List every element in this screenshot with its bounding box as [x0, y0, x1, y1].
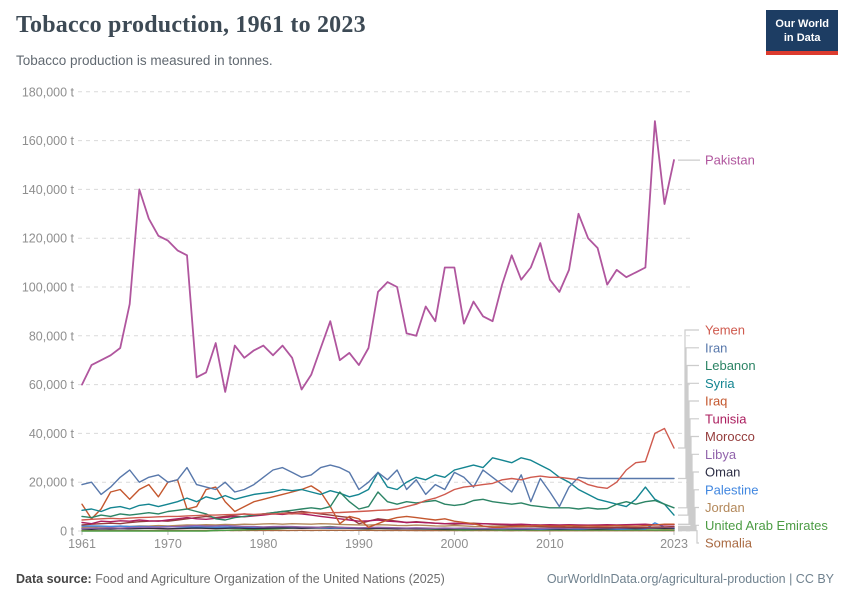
legend-connector-yemen [678, 329, 699, 449]
series-line-iran[interactable] [81, 464, 675, 508]
legend-connector-syria [678, 382, 699, 516]
legend-connector-united-arab-emirates [678, 524, 699, 531]
legend-connector-iran [678, 347, 699, 480]
legend-label-somalia[interactable]: Somalia [705, 536, 753, 551]
chart-subtitle: Tobacco production is measured in tonnes… [16, 53, 273, 68]
legend-label-iraq[interactable]: Iraq [705, 394, 727, 409]
data-source-text: Food and Agriculture Organization of the… [95, 572, 445, 586]
legend-label-palestine[interactable]: Palestine [705, 482, 758, 497]
y-axis-tick-label: 80,000 t [29, 329, 75, 343]
legend-label-united-arab-emirates[interactable]: United Arab Emirates [705, 518, 828, 533]
legend-connector-tunisia [678, 418, 699, 526]
series-line-yemen[interactable] [81, 427, 675, 521]
series-line-pakistan[interactable] [81, 120, 675, 393]
attribution-link[interactable]: OurWorldInData.org/agricultural-producti… [546, 572, 834, 586]
x-axis-tick-label: 2023 [660, 537, 688, 551]
x-axis-tick-label: 1980 [250, 537, 278, 551]
series-line-morocco[interactable] [81, 510, 675, 529]
owid-logo[interactable]: Our World in Data [766, 10, 838, 55]
legend-label-iran[interactable]: Iran [705, 340, 727, 355]
legend-label-jordan[interactable]: Jordan [705, 500, 745, 515]
legend-label-lebanon[interactable]: Lebanon [705, 358, 756, 373]
y-axis-tick-label: 20,000 t [29, 476, 75, 490]
page-title: Tobacco production, 1961 to 2023 [16, 12, 366, 38]
legend-label-libya[interactable]: Libya [705, 447, 737, 462]
legend-label-yemen[interactable]: Yemen [705, 323, 745, 338]
legend-connector-lebanon [678, 364, 699, 509]
data-source-label: Data source: [16, 572, 92, 586]
series-line-iraq[interactable] [81, 479, 675, 528]
y-axis-tick-label: 0 t [60, 525, 74, 539]
series-line-libya[interactable] [81, 524, 675, 530]
legend-label-syria[interactable]: Syria [705, 376, 735, 391]
x-axis-tick-label: 1970 [154, 537, 182, 551]
legend-connector-iraq [678, 400, 699, 525]
series-line-tunisia[interactable] [81, 512, 675, 526]
legend-connector-jordan [678, 506, 699, 530]
x-axis-tick-label: 1990 [345, 537, 373, 551]
legend-label-oman[interactable]: Oman [705, 465, 740, 480]
legend-connector-somalia [678, 530, 699, 544]
legend-connector-morocco [678, 435, 699, 528]
chart-footer: Data source: Food and Agriculture Organi… [16, 572, 834, 586]
series-line-syria[interactable] [81, 457, 675, 516]
legend-connector-libya [678, 453, 699, 528]
x-axis-tick-label: 1961 [68, 537, 96, 551]
y-axis-tick-label: 120,000 t [22, 232, 75, 246]
y-axis-tick-label: 60,000 t [29, 378, 75, 392]
series-line-lebanon[interactable] [81, 491, 675, 521]
y-axis-tick-label: 160,000 t [22, 134, 75, 148]
y-axis-tick-label: 180,000 t [22, 85, 75, 99]
legend-label-morocco[interactable]: Morocco [705, 429, 755, 444]
legend-label-pakistan[interactable]: Pakistan [705, 153, 755, 168]
y-axis-tick-label: 40,000 t [29, 427, 75, 441]
data-source: Data source: Food and Agriculture Organi… [16, 572, 445, 586]
y-axis-tick-label: 140,000 t [22, 183, 75, 197]
owid-logo-line1: Our World [775, 18, 829, 30]
x-axis-tick-label: 2000 [440, 537, 468, 551]
y-axis-tick-label: 100,000 t [22, 281, 75, 295]
x-axis-tick-label: 2010 [536, 537, 564, 551]
legend-label-tunisia[interactable]: Tunisia [705, 411, 747, 426]
owid-logo-line2: in Data [783, 32, 821, 45]
